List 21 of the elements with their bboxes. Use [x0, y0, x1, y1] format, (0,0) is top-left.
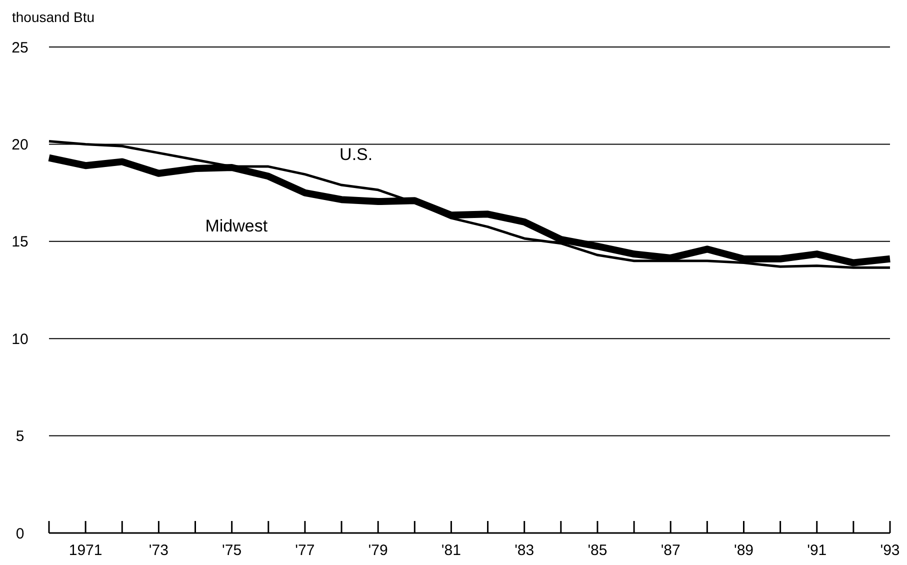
x-tick-label: '83	[514, 542, 534, 559]
x-tick-label: '81	[441, 542, 461, 559]
y-axis-title: thousand Btu	[12, 9, 95, 25]
x-tick-label: '87	[660, 542, 680, 559]
y-tick-label: 10	[12, 330, 28, 348]
x-tick-label: '91	[807, 542, 827, 559]
series-label: U.S.	[340, 144, 373, 164]
x-tick-label: '77	[295, 542, 315, 559]
y-tick-label: 0	[16, 525, 24, 542]
y-tick-label: 20	[12, 136, 28, 154]
x-tick-label: '75	[222, 542, 242, 559]
x-tick-label: '79	[368, 542, 388, 559]
x-tick-label: '85	[588, 542, 608, 559]
x-tick-label: '89	[734, 542, 754, 559]
y-tick-label: 15	[12, 234, 28, 251]
x-tick-label: 1971	[68, 542, 102, 559]
x-tick-label: '73	[148, 542, 168, 559]
y-tick-label: 25	[12, 39, 28, 56]
x-tick-label: '93	[880, 542, 900, 559]
y-tick-label: 5	[16, 428, 24, 446]
text: Midwest	[205, 216, 268, 236]
